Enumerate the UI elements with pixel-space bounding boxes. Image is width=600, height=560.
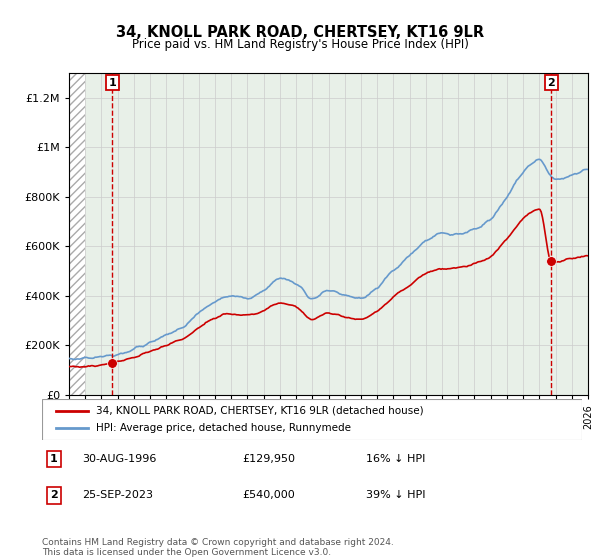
Text: 2: 2 — [547, 78, 555, 87]
Text: 1: 1 — [50, 454, 58, 464]
Bar — [69, 73, 85, 395]
Text: 25-SEP-2023: 25-SEP-2023 — [83, 491, 154, 501]
Text: Price paid vs. HM Land Registry's House Price Index (HPI): Price paid vs. HM Land Registry's House … — [131, 38, 469, 51]
Text: 1: 1 — [109, 78, 116, 87]
Text: 34, KNOLL PARK ROAD, CHERTSEY, KT16 9LR: 34, KNOLL PARK ROAD, CHERTSEY, KT16 9LR — [116, 25, 484, 40]
Text: £129,950: £129,950 — [242, 454, 295, 464]
Text: Contains HM Land Registry data © Crown copyright and database right 2024.
This d: Contains HM Land Registry data © Crown c… — [42, 538, 394, 557]
Text: 16% ↓ HPI: 16% ↓ HPI — [366, 454, 425, 464]
Text: £540,000: £540,000 — [242, 491, 295, 501]
Text: 30-AUG-1996: 30-AUG-1996 — [83, 454, 157, 464]
Text: 2: 2 — [50, 491, 58, 501]
Text: 34, KNOLL PARK ROAD, CHERTSEY, KT16 9LR (detached house): 34, KNOLL PARK ROAD, CHERTSEY, KT16 9LR … — [96, 405, 424, 416]
FancyBboxPatch shape — [42, 399, 582, 440]
Text: 39% ↓ HPI: 39% ↓ HPI — [366, 491, 425, 501]
Text: HPI: Average price, detached house, Runnymede: HPI: Average price, detached house, Runn… — [96, 423, 351, 433]
